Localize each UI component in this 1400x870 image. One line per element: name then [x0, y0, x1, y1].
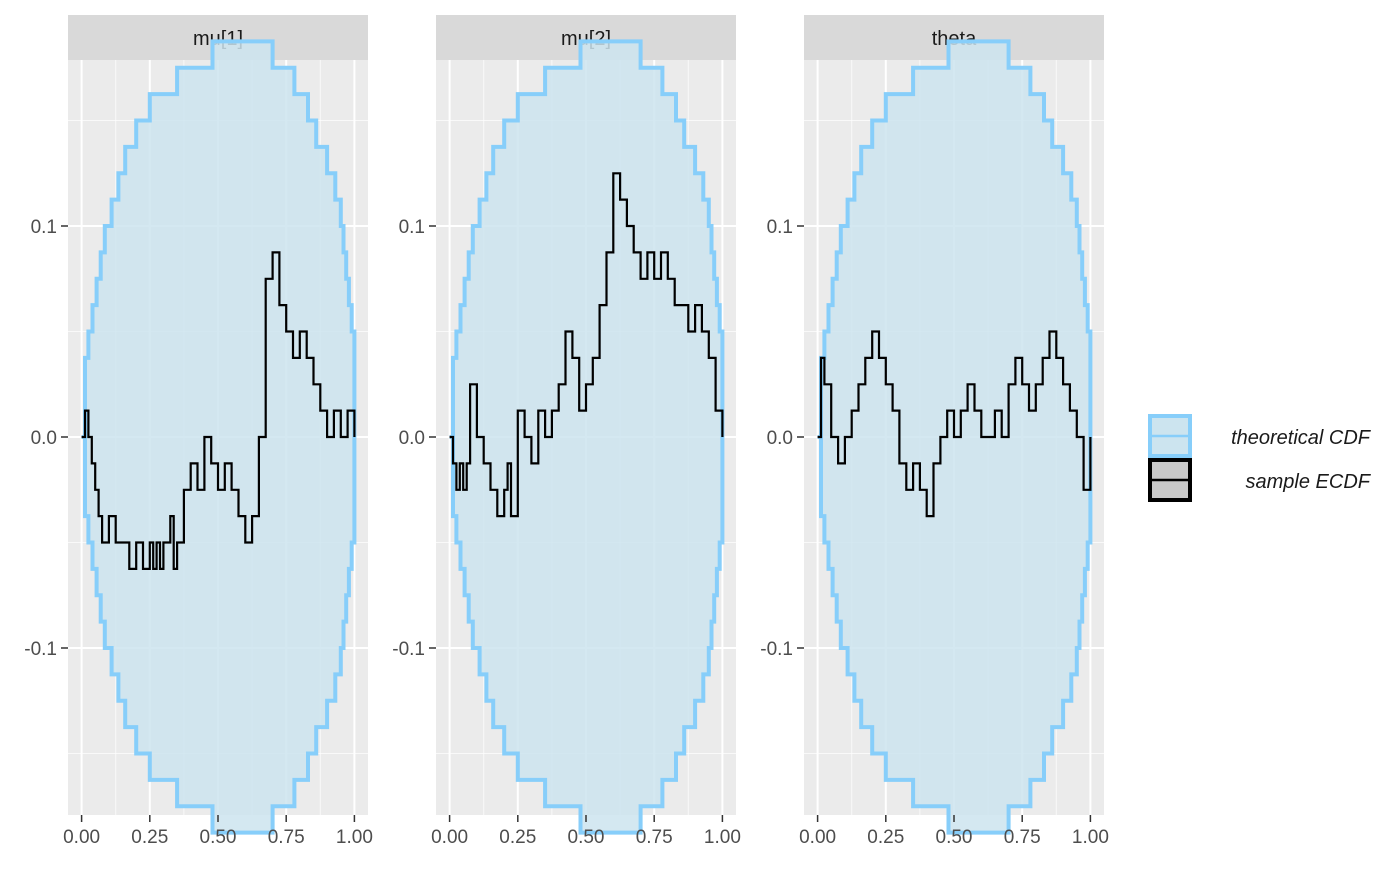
x-tick-label: 0.50	[568, 827, 605, 848]
y-tick-label: -0.1	[24, 639, 57, 660]
x-tick-label: 1.00	[1072, 827, 1109, 848]
facet-panel-3: theta-0.10.00.10.00 0.25 0.50 0.75 1.00	[760, 15, 1109, 848]
x-tick-label: 0.25	[131, 827, 168, 848]
y-tick-label: -0.1	[392, 639, 425, 660]
y-tick-label: 0.0	[399, 428, 425, 449]
x-tick-label: 1.00	[704, 827, 741, 848]
x-tick-label: 1.00	[336, 827, 373, 848]
facet-panel-1: mu[1]-0.10.00.10.00 0.25 0.50 0.75 1.00	[24, 15, 373, 848]
legend-key-1: theoretical CDF	[1148, 414, 1372, 458]
y-tick-label: 0.0	[767, 428, 793, 449]
sample-ecdf-line	[81, 251, 356, 570]
legend-key-2: sample ECDF	[1148, 458, 1372, 502]
legend-label: sample ECDF	[1246, 471, 1372, 493]
x-tick-label: 0.25	[499, 827, 536, 848]
facet-panel-2: mu[2]-0.10.00.10.00 0.25 0.50 0.75 1.00	[392, 15, 741, 848]
y-tick-label: -0.1	[760, 639, 793, 660]
sample-ecdf-line	[817, 330, 1092, 518]
x-tick-label: 0.50	[200, 827, 237, 848]
y-tick-label: 0.1	[767, 217, 793, 238]
x-tick-label: 0.75	[636, 827, 673, 848]
legend-label: theoretical CDF	[1231, 427, 1372, 449]
x-tick-label: 0.75	[1004, 827, 1041, 848]
x-tick-label: 0.50	[936, 827, 973, 848]
y-tick-label: 0.1	[31, 217, 57, 238]
y-tick-label: 0.1	[399, 217, 425, 238]
x-tick-label: 0.00	[431, 827, 468, 848]
x-tick-label: 0.75	[268, 827, 305, 848]
y-tick-label: 0.0	[31, 428, 57, 449]
x-tick-label: 0.00	[799, 827, 836, 848]
x-tick-label: 0.25	[867, 827, 904, 848]
sample-ecdf-line	[449, 172, 724, 518]
legend: theoretical CDF sample ECDF	[1148, 414, 1372, 502]
x-tick-label: 0.00	[63, 827, 100, 848]
